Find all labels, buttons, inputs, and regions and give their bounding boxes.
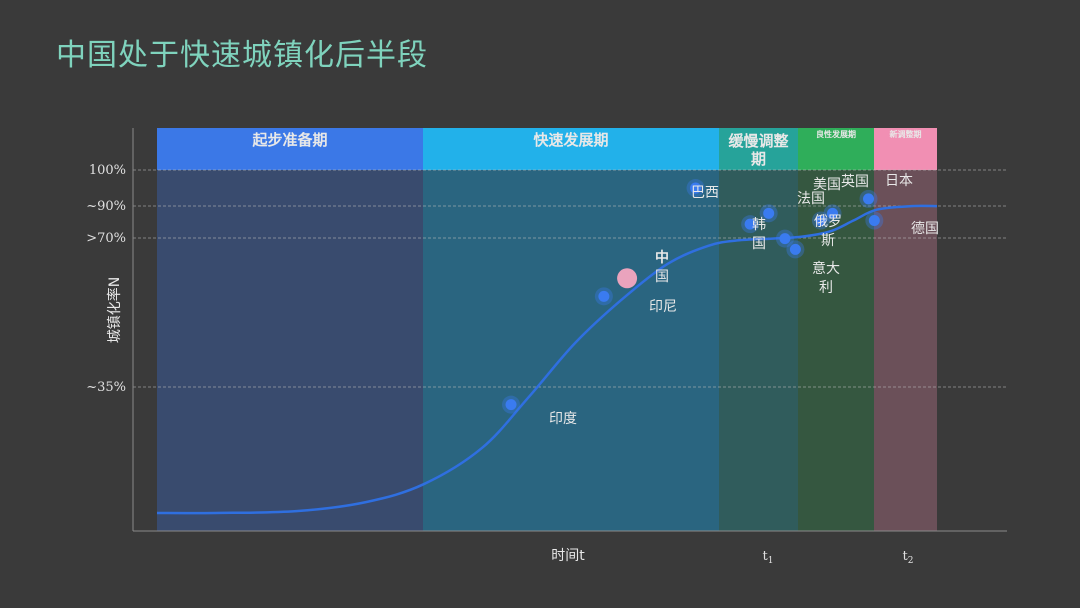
phase-body <box>423 170 719 531</box>
country-point[interactable] <box>763 207 775 219</box>
curve-layer <box>156 204 938 515</box>
phase-header-label: 快速发展期 <box>533 131 608 149</box>
country-label: 英国 <box>841 173 869 190</box>
x-axis-label: 时间t <box>551 548 585 564</box>
country-point[interactable] <box>690 182 702 194</box>
phase-header-label: 缓慢调整 <box>728 132 788 150</box>
y-tick-label: ~90% <box>86 199 126 214</box>
page-title: 中国处于快速城镇化后半段 <box>56 38 428 73</box>
urbanization-curve <box>156 204 938 515</box>
country-point-china[interactable] <box>617 268 638 289</box>
x-tick-label: t1 <box>763 549 774 566</box>
country-label: 德国 <box>911 221 939 237</box>
country-point[interactable] <box>868 215 880 227</box>
country-label: 法国 <box>797 191 825 207</box>
phase-header <box>423 128 719 170</box>
country-point[interactable] <box>815 215 827 227</box>
country-point[interactable] <box>598 290 610 302</box>
country-label: 国 <box>655 269 669 285</box>
country-label: 意大 <box>812 260 840 277</box>
country-label: 印度 <box>549 411 577 427</box>
country-label: 利 <box>819 280 833 296</box>
phase-header-label: 起步准备期 <box>251 131 327 149</box>
country-label: 巴西 <box>691 185 719 201</box>
country-label: 斯 <box>821 233 835 249</box>
x-tick-label: t2 <box>903 549 914 566</box>
x-tick-subscript: 2 <box>908 556 914 566</box>
phase-body <box>157 170 423 531</box>
country-point[interactable] <box>744 218 756 230</box>
country-label: 印尼 <box>649 299 677 315</box>
country-point[interactable] <box>779 233 791 245</box>
y-tick-label: 100% <box>89 163 126 178</box>
phase-header <box>157 128 423 170</box>
points-layer <box>502 179 884 414</box>
gridlines <box>133 169 1007 388</box>
phase-header <box>719 128 798 170</box>
country-point[interactable] <box>789 243 801 255</box>
country-label: 美国 <box>813 177 841 193</box>
phase-body <box>874 170 937 531</box>
phase-header-label: 期 <box>751 150 766 168</box>
y-tick-label: ~35% <box>86 380 126 395</box>
country-label: 韩 <box>752 217 766 233</box>
phase-bodies <box>157 170 937 531</box>
country-label: 国 <box>752 236 766 252</box>
country-point[interactable] <box>505 399 517 411</box>
country-label: 俄罗 <box>814 214 842 230</box>
x-tick-subscript: 1 <box>768 556 774 566</box>
phase-body <box>719 170 798 531</box>
country-point[interactable] <box>827 207 839 219</box>
country-label: 日本 <box>885 173 913 189</box>
y-tick-label: >70% <box>86 231 126 246</box>
country-point[interactable] <box>863 193 875 205</box>
country-label: 中 <box>655 249 669 266</box>
phase-header-label: 良性发展期 <box>816 129 856 139</box>
axes: 100% ~90% >70% ~35% 城镇化率N 时间t t1 t2 <box>86 128 1007 566</box>
phase-header-label: 新调整期 <box>890 129 922 139</box>
phase-header <box>874 128 937 170</box>
phase-header <box>798 128 874 170</box>
y-axis-label: 城镇化率N <box>106 277 123 343</box>
